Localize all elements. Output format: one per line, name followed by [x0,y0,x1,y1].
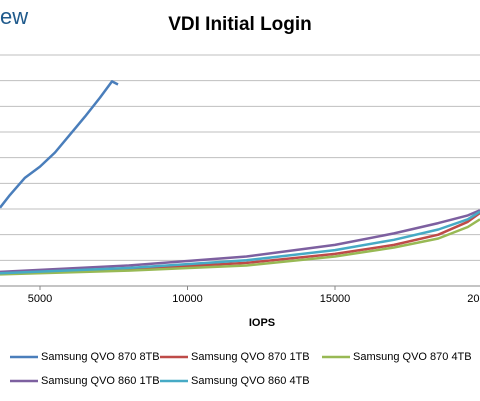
series-line [0,80,119,209]
x-tick-label: 20000 [467,293,480,305]
legend-label: Samsung QVO 860 4TB [191,375,310,387]
x-tick-label: 15000 [320,293,351,305]
series-line [0,211,480,275]
legend-label: Samsung QVO 870 8TB [41,351,160,363]
chart-title: VDI Initial Login [168,14,312,35]
x-axis-title: IOPS [249,317,275,329]
legend-label: Samsung QVO 870 4TB [353,351,472,363]
series-line [0,210,480,275]
legend-label: Samsung QVO 860 1TB [41,375,160,387]
x-tick-label: 10000 [172,293,203,305]
series-line [0,218,480,276]
legend-label: Samsung QVO 870 1TB [191,351,310,363]
x-tick-label: 5000 [28,293,52,305]
logo: ew [0,4,28,29]
series-line [0,209,480,274]
